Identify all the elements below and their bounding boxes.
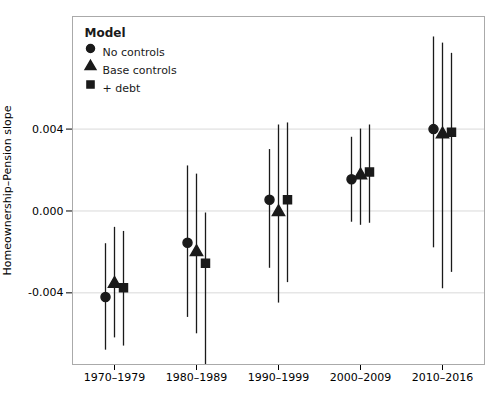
svg-text:0.004: 0.004 <box>32 123 64 136</box>
svg-text:0.000: 0.000 <box>32 204 64 217</box>
svg-text:Homeownership–Pension slope: Homeownership–Pension slope <box>1 105 14 275</box>
svg-text:1970–1979: 1970–1979 <box>84 371 146 384</box>
svg-text:1980–1989: 1980–1989 <box>166 371 228 384</box>
svg-text:Model: Model <box>85 26 126 40</box>
svg-text:1990–1999: 1990–1999 <box>248 371 310 384</box>
svg-text:Base controls: Base controls <box>103 64 177 77</box>
svg-text:No controls: No controls <box>103 46 166 59</box>
svg-text:2000–2009: 2000–2009 <box>330 371 392 384</box>
svg-text:2010–2016: 2010–2016 <box>412 371 474 384</box>
svg-text:-0.004: -0.004 <box>28 286 63 299</box>
svg-text:+ debt: + debt <box>103 82 141 95</box>
